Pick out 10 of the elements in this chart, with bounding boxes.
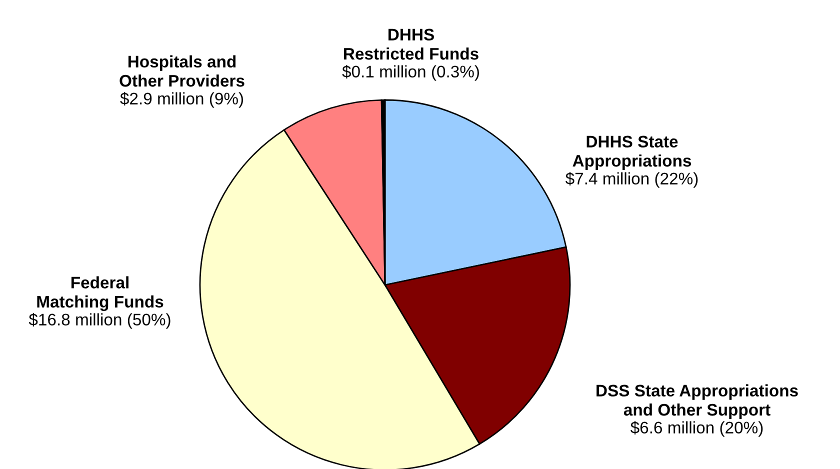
data-label: $16.8 million (50%) — [28, 312, 170, 329]
slice-label: Federal Matching Funds — [37, 276, 164, 311]
data-label: $2.9 million (9%) — [120, 92, 244, 108]
data-label: $7.4 million (22%) — [565, 172, 698, 188]
slice-label: Hospitals and Other Providers — [120, 55, 244, 87]
data-label: $6.6 million (20%) — [630, 420, 763, 437]
slice-label: DHHS State Appropriations — [572, 136, 692, 170]
data-label: $0.1 million (0.3%) — [342, 64, 479, 81]
slice-label: DHHS Restricted Funds — [344, 28, 478, 60]
slice-label: DSS State Appropriations and Other Support — [596, 384, 798, 419]
